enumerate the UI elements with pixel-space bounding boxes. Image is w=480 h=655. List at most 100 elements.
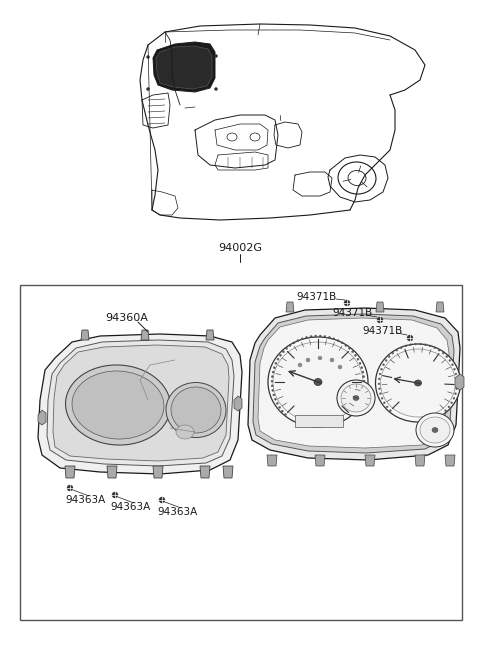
Circle shape [362, 371, 364, 373]
Circle shape [338, 365, 342, 369]
Circle shape [390, 409, 391, 411]
Circle shape [392, 352, 394, 354]
Circle shape [451, 402, 453, 403]
Circle shape [429, 345, 431, 347]
Circle shape [271, 381, 273, 383]
Text: 94002G: 94002G [218, 243, 262, 253]
Polygon shape [38, 410, 46, 425]
Ellipse shape [66, 365, 170, 445]
Circle shape [360, 398, 361, 400]
Circle shape [159, 497, 165, 503]
Ellipse shape [72, 371, 164, 439]
Circle shape [359, 362, 361, 364]
Circle shape [324, 335, 326, 337]
Polygon shape [153, 466, 163, 478]
Circle shape [333, 338, 335, 340]
Circle shape [146, 88, 149, 90]
Circle shape [455, 393, 456, 394]
Text: 94371B: 94371B [296, 292, 336, 302]
Circle shape [357, 358, 359, 360]
Circle shape [454, 368, 456, 370]
Ellipse shape [415, 380, 421, 386]
Circle shape [381, 398, 383, 399]
Circle shape [438, 349, 440, 351]
Circle shape [353, 410, 355, 412]
Text: 94363A: 94363A [65, 495, 105, 505]
Bar [295, 415, 343, 427]
Circle shape [384, 402, 385, 403]
Bar [20, 285, 462, 620]
Circle shape [271, 375, 273, 378]
Circle shape [383, 364, 384, 365]
Circle shape [361, 394, 363, 396]
Polygon shape [156, 46, 212, 89]
Polygon shape [248, 308, 460, 460]
Ellipse shape [353, 396, 359, 400]
Circle shape [215, 88, 217, 90]
Circle shape [297, 339, 299, 342]
Circle shape [355, 354, 357, 356]
Text: 94371B: 94371B [362, 326, 402, 336]
Circle shape [67, 485, 73, 491]
Polygon shape [81, 330, 89, 340]
Circle shape [388, 356, 390, 358]
Ellipse shape [166, 383, 226, 438]
Circle shape [301, 338, 303, 340]
Circle shape [215, 54, 217, 58]
Circle shape [328, 337, 330, 339]
Polygon shape [47, 340, 234, 466]
Circle shape [379, 388, 380, 390]
Ellipse shape [341, 384, 371, 412]
Circle shape [282, 350, 284, 353]
Circle shape [271, 385, 273, 387]
Circle shape [146, 56, 149, 58]
Circle shape [456, 378, 458, 380]
Circle shape [315, 335, 317, 337]
Circle shape [337, 339, 339, 342]
Circle shape [358, 402, 360, 404]
Polygon shape [206, 330, 214, 340]
Polygon shape [65, 466, 75, 478]
Circle shape [378, 383, 380, 384]
Circle shape [352, 350, 354, 353]
Circle shape [452, 364, 453, 365]
Ellipse shape [268, 337, 368, 427]
Polygon shape [200, 466, 210, 478]
Ellipse shape [375, 344, 460, 422]
Ellipse shape [420, 417, 450, 443]
Circle shape [279, 354, 281, 356]
Ellipse shape [273, 342, 363, 422]
Polygon shape [445, 455, 455, 466]
Circle shape [360, 367, 363, 369]
Circle shape [318, 356, 322, 360]
Circle shape [446, 356, 448, 358]
Polygon shape [267, 455, 277, 466]
Circle shape [286, 347, 288, 349]
Circle shape [381, 368, 383, 370]
Circle shape [434, 347, 436, 348]
Circle shape [415, 343, 417, 345]
Ellipse shape [337, 380, 375, 416]
Ellipse shape [416, 413, 454, 447]
Circle shape [379, 373, 381, 375]
Circle shape [444, 409, 446, 411]
Circle shape [448, 406, 450, 408]
Circle shape [276, 402, 278, 404]
Polygon shape [38, 334, 242, 474]
Text: 94371B: 94371B [332, 308, 372, 318]
Circle shape [400, 347, 402, 348]
Polygon shape [376, 302, 384, 312]
Ellipse shape [432, 428, 438, 432]
Circle shape [285, 413, 287, 415]
Circle shape [378, 378, 380, 380]
Circle shape [355, 406, 357, 409]
Circle shape [289, 345, 291, 346]
Polygon shape [153, 42, 215, 92]
Polygon shape [436, 302, 444, 312]
Polygon shape [223, 466, 233, 478]
Circle shape [362, 390, 364, 392]
Ellipse shape [381, 349, 456, 417]
Ellipse shape [314, 379, 322, 386]
Polygon shape [253, 314, 454, 453]
Circle shape [310, 335, 312, 337]
